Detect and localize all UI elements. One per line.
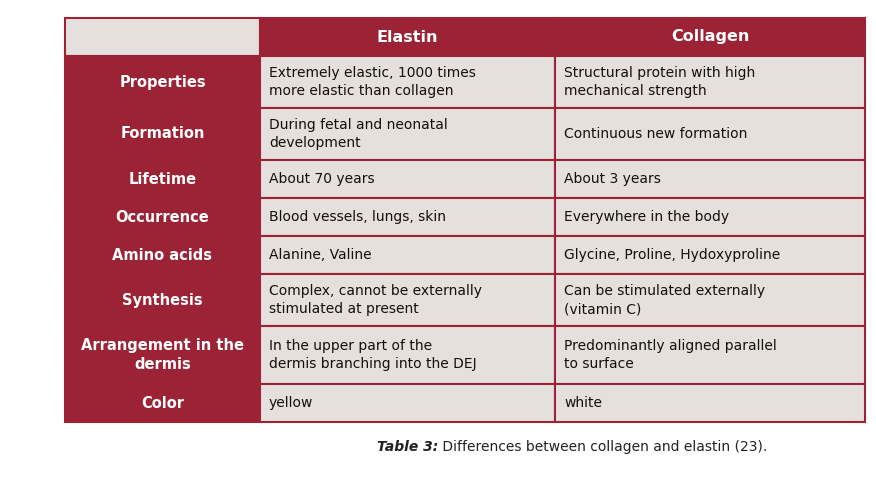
Text: Synthesis: Synthesis [122,292,203,308]
Bar [260,384,555,422]
Text: Blood vessels, lungs, skin: Blood vessels, lungs, skin [269,210,446,224]
Text: Elastin: Elastin [377,30,438,44]
Text: Color: Color [141,396,184,410]
Bar [555,384,865,422]
Bar [555,160,865,198]
Text: Continuous new formation: Continuous new formation [564,127,747,141]
Bar [555,326,865,384]
Bar [65,160,260,198]
Text: About 3 years: About 3 years [564,172,661,186]
Bar [65,326,260,384]
Text: Arrangement in the
dermis: Arrangement in the dermis [81,338,244,372]
Text: Everywhere in the body: Everywhere in the body [564,210,729,224]
Bar [555,18,865,56]
Text: Glycine, Proline, Hydoxyproline: Glycine, Proline, Hydoxyproline [564,248,781,262]
Text: Occurrence: Occurrence [116,210,209,224]
Text: Collagen: Collagen [671,30,749,44]
Text: yellow: yellow [269,396,314,410]
Bar [65,108,260,160]
Bar [65,18,260,56]
Bar [65,56,260,108]
Text: Alanine, Valine: Alanine, Valine [269,248,371,262]
Bar [260,274,555,326]
Text: During fetal and neonatal
development: During fetal and neonatal development [269,118,448,150]
Text: Table 3:: Table 3: [377,440,438,454]
Bar [65,236,260,274]
Text: Structural protein with high
mechanical strength: Structural protein with high mechanical … [564,66,755,98]
Bar [260,160,555,198]
Bar [555,274,865,326]
Bar [260,326,555,384]
Text: Differences between collagen and elastin (23).: Differences between collagen and elastin… [438,440,767,454]
Bar [65,384,260,422]
Text: Extremely elastic, 1000 times
more elastic than collagen: Extremely elastic, 1000 times more elast… [269,66,476,98]
Bar [555,56,865,108]
Text: white: white [564,396,602,410]
Text: Complex, cannot be externally
stimulated at present: Complex, cannot be externally stimulated… [269,284,482,316]
Text: Properties: Properties [119,74,206,90]
Bar [260,198,555,236]
Text: Predominantly aligned parallel
to surface: Predominantly aligned parallel to surfac… [564,339,777,371]
Text: About 70 years: About 70 years [269,172,375,186]
Bar [260,18,555,56]
Bar [555,236,865,274]
Text: Formation: Formation [120,126,205,142]
Bar [555,108,865,160]
Bar [555,198,865,236]
Text: Lifetime: Lifetime [129,172,196,186]
Bar [65,274,260,326]
Text: In the upper part of the
dermis branching into the DEJ: In the upper part of the dermis branchin… [269,339,477,371]
Text: Amino acids: Amino acids [112,248,213,262]
Bar [260,108,555,160]
Bar [260,56,555,108]
Bar [65,198,260,236]
Bar [260,236,555,274]
Text: Can be stimulated externally
(vitamin C): Can be stimulated externally (vitamin C) [564,284,765,316]
